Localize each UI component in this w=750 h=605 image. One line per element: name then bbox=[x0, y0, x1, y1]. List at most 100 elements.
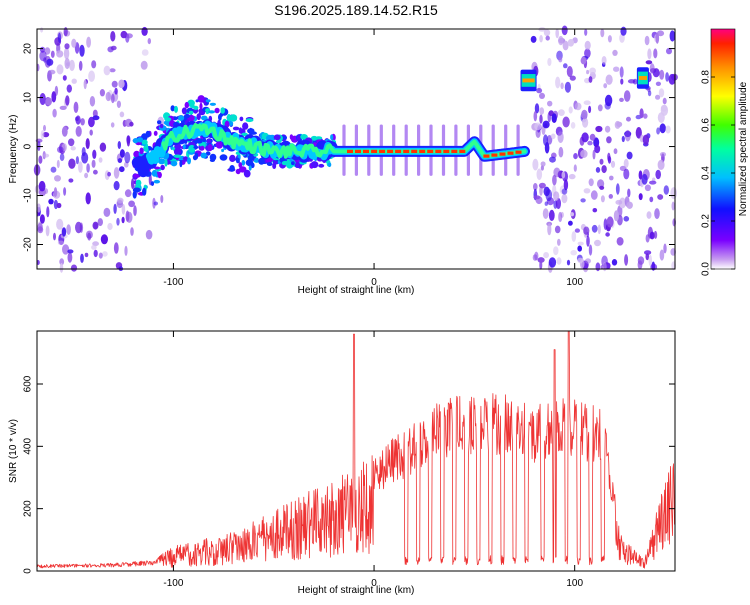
signal-speck bbox=[205, 151, 211, 156]
noise-speck bbox=[594, 144, 601, 154]
spectrogram-x-ticks: -100 0 100 bbox=[163, 29, 583, 288]
signal-core-mark bbox=[403, 149, 410, 153]
signal-core-mark bbox=[395, 149, 402, 153]
noise-speck bbox=[561, 193, 568, 204]
noise-speck bbox=[558, 146, 564, 158]
signal-speck bbox=[243, 169, 251, 178]
noise-speck bbox=[668, 73, 676, 85]
noise-speck bbox=[81, 152, 89, 164]
signal-speck bbox=[153, 166, 161, 170]
noise-speck bbox=[39, 93, 46, 105]
noise-speck bbox=[83, 79, 87, 90]
noise-speck bbox=[583, 226, 590, 235]
signal-speck bbox=[202, 137, 206, 143]
signal-speck bbox=[238, 162, 243, 168]
noise-speck bbox=[562, 40, 569, 51]
noise-speck bbox=[118, 79, 125, 89]
signal-speck bbox=[141, 139, 148, 145]
noise-speck bbox=[599, 185, 605, 190]
noise-speck bbox=[64, 57, 70, 70]
noise-speck bbox=[643, 113, 648, 119]
colorbar-gradient bbox=[711, 29, 735, 269]
noise-speck bbox=[577, 241, 584, 246]
noise-speck bbox=[68, 138, 75, 147]
signal-speck bbox=[242, 122, 249, 130]
noise-speck bbox=[536, 168, 543, 181]
noise-speck bbox=[68, 178, 74, 183]
noise-speck bbox=[56, 202, 62, 209]
noise-speck bbox=[647, 90, 652, 97]
spectrogram-x-axis-label: Height of straight line (km) bbox=[298, 285, 415, 296]
signal-core-mark bbox=[499, 152, 506, 156]
noise-speck bbox=[59, 263, 64, 273]
noise-speck bbox=[613, 66, 620, 72]
y-tick: -20 bbox=[23, 237, 675, 252]
noise-speck bbox=[648, 254, 653, 267]
noise-speck bbox=[609, 175, 614, 181]
noise-speck bbox=[85, 138, 90, 150]
spectrogram-y-ticks: -20 -10 0 10 20 bbox=[23, 43, 675, 252]
noise-speck bbox=[80, 118, 85, 126]
noise-speck bbox=[600, 195, 605, 203]
noise-speck bbox=[110, 93, 115, 104]
noise-speck bbox=[584, 48, 591, 59]
noise-speck bbox=[581, 109, 588, 120]
noise-speck bbox=[635, 127, 642, 139]
svg-text:0: 0 bbox=[371, 277, 377, 288]
signal-speck bbox=[273, 134, 281, 141]
noise-speck bbox=[110, 122, 115, 128]
noise-speck bbox=[669, 30, 676, 42]
noise-speck bbox=[574, 102, 582, 111]
noise-speck bbox=[548, 257, 557, 268]
noise-speck bbox=[66, 224, 71, 236]
noise-speck bbox=[558, 211, 563, 223]
noise-speck bbox=[86, 36, 91, 48]
noise-speck bbox=[624, 129, 631, 142]
noise-speck bbox=[70, 264, 78, 272]
noise-speck bbox=[571, 231, 577, 242]
noise-speck bbox=[57, 146, 64, 153]
noise-speck bbox=[604, 125, 611, 133]
noise-speck bbox=[649, 231, 655, 240]
colorbar-ticks: 0.0 0.2 0.4 0.6 0.8 bbox=[701, 70, 735, 276]
noise-speck bbox=[57, 32, 62, 43]
signal-speck bbox=[215, 141, 224, 149]
signal-core-mark bbox=[379, 149, 386, 153]
noise-speck bbox=[623, 90, 631, 102]
noise-speck bbox=[93, 249, 98, 258]
noise-speck bbox=[658, 88, 665, 98]
noise-speck bbox=[73, 101, 79, 114]
signal-speck bbox=[132, 190, 137, 199]
noise-speck bbox=[110, 45, 117, 51]
noise-speck bbox=[592, 208, 598, 213]
signal-core-mark bbox=[491, 153, 498, 157]
noise-speck bbox=[113, 242, 119, 254]
signal-speck bbox=[132, 187, 141, 193]
noise-speck bbox=[657, 159, 665, 170]
noise-speck bbox=[125, 210, 130, 222]
signal-core-mark bbox=[443, 149, 450, 153]
noise-speck bbox=[147, 38, 151, 45]
noise-speck bbox=[78, 161, 83, 173]
signal-core-mark bbox=[515, 150, 522, 154]
signal-speck bbox=[187, 157, 191, 165]
noise-speck bbox=[583, 100, 591, 105]
noise-speck bbox=[626, 116, 631, 122]
noise-speck bbox=[639, 108, 644, 119]
signal-speck bbox=[135, 179, 142, 187]
noise-speck bbox=[595, 167, 601, 173]
noise-speck bbox=[121, 203, 126, 215]
noise-speck bbox=[654, 208, 660, 220]
noise-speck bbox=[107, 222, 113, 231]
noise-speck bbox=[140, 60, 148, 70]
spectrogram-border bbox=[36, 28, 676, 270]
signal-speck bbox=[238, 166, 247, 173]
noise-speck bbox=[557, 131, 564, 143]
signal-speck bbox=[239, 116, 244, 122]
signal-speck bbox=[275, 140, 282, 144]
noise-speck bbox=[645, 234, 650, 243]
colorbar-tick: 0.2 bbox=[701, 214, 735, 228]
svg-text:0.4: 0.4 bbox=[701, 166, 712, 180]
noise-speck bbox=[649, 196, 654, 203]
